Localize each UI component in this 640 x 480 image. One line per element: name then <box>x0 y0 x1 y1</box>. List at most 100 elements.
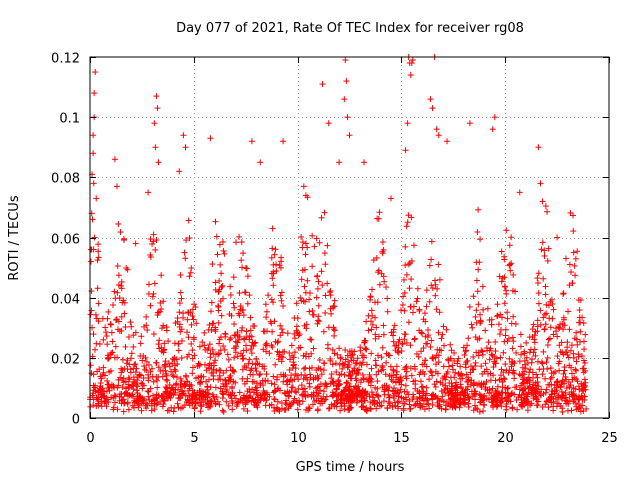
data-point-bg <box>204 383 211 390</box>
data-point-bg <box>325 324 332 331</box>
data-point-bg <box>318 371 325 378</box>
data-point-bg <box>480 380 487 387</box>
data-point-bg <box>217 261 224 268</box>
data-point-bg <box>189 364 196 371</box>
data-point-bg <box>115 376 122 383</box>
data-point-bg <box>518 394 525 401</box>
data-point-bg <box>106 368 113 375</box>
data-point-bg <box>243 342 250 349</box>
data-point-bg <box>302 364 309 371</box>
data-point-bg <box>533 371 540 378</box>
data-point-bg <box>417 395 424 402</box>
data-point-bg <box>402 382 409 389</box>
data-point-bg <box>495 392 502 399</box>
data-point-bg <box>356 366 363 373</box>
data-point <box>93 195 100 202</box>
data-point-bg <box>151 397 158 404</box>
data-point-bg <box>249 360 256 367</box>
data-point-bg <box>326 405 333 412</box>
data-point-bg <box>465 374 472 381</box>
data-point-bg <box>197 408 204 415</box>
data-point-bg <box>473 277 480 284</box>
data-point-bg <box>513 349 520 356</box>
data-point-bg <box>291 388 298 395</box>
data-point-bg <box>271 396 278 403</box>
data-point-bg <box>266 402 273 409</box>
data-point-bg <box>203 378 210 385</box>
data-point-bg <box>196 343 203 350</box>
data-point-bg <box>220 408 227 415</box>
data-point-bg <box>274 339 281 346</box>
data-point-bg <box>104 381 111 388</box>
data-point-bg <box>501 274 508 281</box>
data-point-bg <box>453 398 460 405</box>
data-point-bg <box>300 298 307 305</box>
data-point-bg <box>498 248 505 255</box>
data-point-bg <box>109 302 116 309</box>
data-point-bg <box>403 339 410 346</box>
data-point-bg <box>205 326 212 333</box>
data-point-bg <box>376 281 383 288</box>
data-point-bg <box>491 353 498 360</box>
data-point-bg <box>372 357 379 364</box>
data-point-bg <box>101 372 108 379</box>
data-point-bg <box>412 377 419 384</box>
data-point-bg <box>218 334 225 341</box>
data-point-bg <box>569 212 576 219</box>
data-point-bg <box>564 339 571 346</box>
data-point-bg <box>354 355 361 362</box>
data-point-bg <box>130 343 137 350</box>
data-point-bg <box>287 402 294 409</box>
data-point-bg <box>224 386 231 393</box>
data-point-bg <box>370 392 377 399</box>
data-point-bg <box>313 235 320 242</box>
data-point-bg <box>138 407 145 414</box>
data-point-bg <box>565 379 572 386</box>
data-point-bg <box>157 299 164 306</box>
data-point-bg <box>333 382 340 389</box>
data-point-bg <box>300 375 307 382</box>
data-point-bg <box>229 406 236 413</box>
data-point-bg <box>541 247 548 254</box>
data-point <box>336 159 343 166</box>
data-point-bg <box>429 372 436 379</box>
data-point-bg <box>351 386 358 393</box>
data-point-bg <box>318 214 325 221</box>
data-point-bg <box>133 365 140 372</box>
data-point-bg <box>405 261 412 268</box>
data-point-bg <box>576 404 583 411</box>
data-point-bg <box>526 334 533 341</box>
data-point-bg <box>438 405 445 412</box>
data-point-bg <box>260 388 267 395</box>
data-point-bg <box>175 340 182 347</box>
data-point-bg <box>564 344 571 351</box>
data-point-bg <box>263 397 270 404</box>
data-point-bg <box>342 384 349 391</box>
data-point-bg <box>297 294 304 301</box>
data-point-bg <box>220 343 227 350</box>
data-point-bg <box>299 244 306 251</box>
data-point-bg <box>390 366 397 373</box>
data-point-bg <box>219 407 226 414</box>
data-point-bg <box>193 320 200 327</box>
data-point-bg <box>505 335 512 342</box>
data-point-bg <box>88 307 95 314</box>
data-point-bg <box>90 331 97 338</box>
data-point-bg <box>561 380 568 387</box>
data-point-bg <box>404 219 411 226</box>
chart-title: Day 077 of 2021, Rate Of TEC Index for r… <box>176 21 524 36</box>
data-point-bg <box>503 401 510 408</box>
data-point-bg <box>320 328 327 335</box>
data-point-bg <box>238 239 245 246</box>
data-point-bg <box>558 339 565 346</box>
data-point-bg <box>305 353 312 360</box>
data-point-bg <box>241 362 248 369</box>
data-point-bg <box>581 346 588 353</box>
data-point-bg <box>169 372 176 379</box>
data-point-bg <box>488 351 495 358</box>
data-point-bg <box>263 308 270 315</box>
data-point-bg <box>252 384 259 391</box>
data-point-bg <box>120 237 127 244</box>
data-point <box>154 105 161 112</box>
data-point <box>280 138 287 145</box>
